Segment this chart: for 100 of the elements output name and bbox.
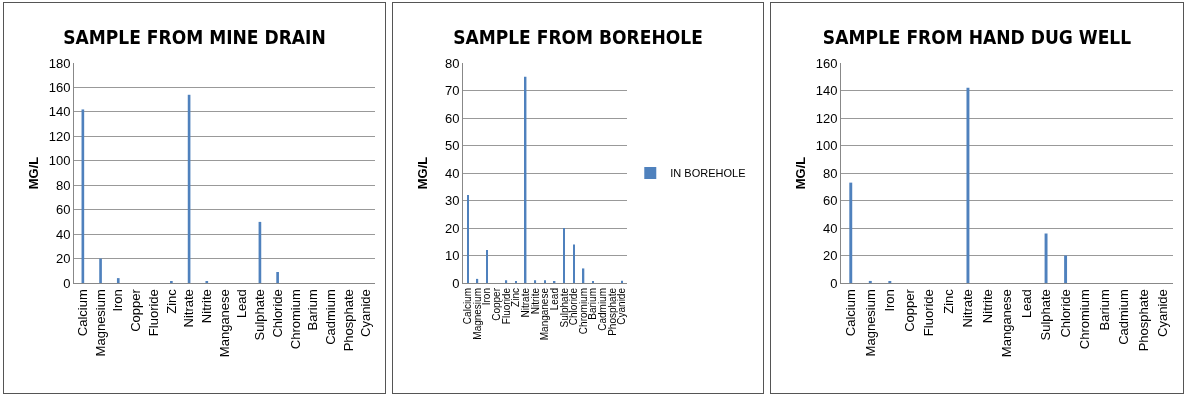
x-tick-label: Nitrite [199,289,215,324]
y-axis-title: MG/L [793,156,808,190]
x-tick-label: Chromium [287,289,303,350]
x-tick-label: Nitrate [519,287,531,318]
y-axis-title: MG/L [415,156,430,190]
x-tick-label: Sulphate [252,289,268,341]
y-tick-label: 30 [444,193,460,209]
y-tick-label: 0 [830,275,838,291]
y-tick-label: 80 [444,55,460,71]
y-tick-label: 60 [822,193,838,209]
x-tick-label: Nitrate [181,289,197,328]
x-tick-label: Cyanide [1155,289,1171,337]
bar [116,278,120,283]
x-tick-label: Manganese [999,289,1015,358]
x-tick-label: Barium [587,288,599,320]
y-tick-label: 40 [55,226,71,242]
y-tick-label: 20 [55,251,71,267]
x-tick-label: Iron [882,289,898,312]
bar [1044,233,1048,283]
y-tick-label: 60 [444,110,460,126]
x-tick-label: Sulphate [558,287,570,328]
x-tick-label: Zinc [510,288,522,307]
bar [849,182,853,283]
bar [966,87,970,283]
x-tick-label: Phosphate [606,287,618,336]
x-tick-label: Cadmium [1116,289,1132,345]
y-tick-label: 80 [822,165,838,181]
bar [573,244,575,283]
x-tick-label: Chloride [269,289,285,338]
x-tick-label: Nitrate [960,289,976,328]
x-tick-label: Cadmium [322,289,338,345]
x-tick-label: Manganese [216,289,232,358]
bar [868,280,872,283]
x-tick-label: Chromium [1077,289,1093,350]
x-tick-label: Nitrite [979,289,995,324]
x-tick-label: Cadmium [597,288,609,331]
x-tick-label: Iron [110,289,126,312]
y-tick-label: 10 [444,248,460,264]
bar [1064,255,1068,283]
bar [534,280,537,283]
bar [276,272,279,283]
x-tick-label: Chloride [568,287,580,326]
x-tick-label: Phosphate [1135,289,1151,352]
x-tick-label: Iron [481,288,493,306]
x-tick-label: Sulphate [1038,289,1054,341]
y-tick-label: 160 [48,79,71,95]
x-tick-label: Calcium [75,289,91,337]
y-axis-title: MG/L [26,156,41,190]
y-tick-label: 0 [63,275,71,291]
y-tick-label: 20 [822,248,838,264]
y-tick-label: 160 [815,55,838,71]
x-tick-label: Magnesium [862,289,878,357]
chart-title: SAMPLE FROM MINE DRAIN [63,25,326,48]
x-tick-label: Magnesium [92,289,108,357]
bar [486,250,488,283]
x-tick-label: Fluoride [921,289,937,337]
chart-title: SAMPLE FROM HAND DUG WELL [822,25,1132,48]
bar [621,280,623,283]
y-tick-label: 140 [48,104,71,120]
y-tick-label: 0 [452,275,460,291]
y-tick-label: 100 [48,153,71,169]
y-tick-label: 60 [55,202,71,218]
bar [563,228,566,283]
x-tick-label: Chloride [1057,289,1073,338]
y-tick-label: 140 [815,83,838,99]
chart-title: SAMPLE FROM BOREHOLE [453,25,703,48]
y-tick-label: 50 [444,138,460,154]
x-tick-label: Nitrite [529,287,541,315]
bar [544,280,546,283]
x-tick-label: Chromium [577,288,589,335]
x-tick-label: Copper [491,287,503,321]
x-tick-label: Calcium [462,288,474,325]
y-tick-label: 180 [48,55,71,71]
bar [99,258,102,283]
y-tick-label: 120 [48,128,71,144]
x-tick-label: Lead [1018,289,1034,319]
x-tick-label: Magnesium [471,288,483,340]
bar [467,195,469,283]
x-tick-label: Barium [1096,289,1112,331]
x-tick-label: Zinc [940,288,956,314]
y-tick-label: 20 [444,220,460,236]
x-tick-label: Copper [128,288,144,332]
x-tick-label: Lead [234,289,250,319]
x-tick-label: Zinc [163,288,179,314]
y-tick-label: 80 [55,177,71,193]
x-tick-label: Manganese [539,287,551,341]
y-tick-label: 40 [822,220,838,236]
x-tick-label: Fluoride [145,289,161,337]
x-tick-label: Cyanide [358,289,374,337]
x-tick-label: Cyanide [616,287,628,325]
y-tick-label: 40 [444,165,460,181]
y-tick-label: 120 [815,110,838,126]
y-tick-label: 100 [815,138,838,154]
x-tick-label: Phosphate [340,289,356,352]
y-tick-label: 70 [444,83,460,99]
legend-label: IN BOREHOLE [670,167,746,180]
x-tick-label: Barium [305,289,321,331]
x-tick-label: Copper [901,288,917,332]
x-tick-label: Lead [548,288,560,311]
bar [505,280,508,283]
